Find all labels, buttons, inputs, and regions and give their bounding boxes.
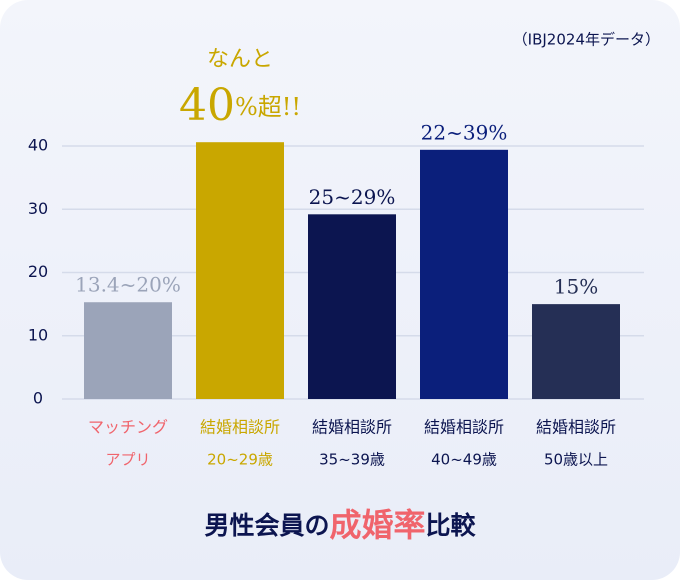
bar bbox=[420, 149, 508, 399]
y-tick-label: 40 bbox=[28, 136, 48, 155]
y-tick-label: 0 bbox=[33, 389, 43, 408]
y-tick-label: 20 bbox=[28, 262, 48, 281]
x-tick-label: アプリ bbox=[105, 451, 150, 469]
bar bbox=[308, 214, 396, 399]
x-tick-label: 結婚相談所 bbox=[424, 418, 504, 437]
annotation-number: 40 bbox=[179, 80, 235, 131]
x-tick-label: 結婚相談所 bbox=[200, 418, 280, 437]
x-tick-label: 40~49歳 bbox=[431, 451, 497, 469]
title-highlight: 成婚率 bbox=[329, 506, 425, 544]
x-tick-label: 50歳以上 bbox=[544, 451, 608, 469]
value-annotation: 22~39% bbox=[421, 120, 508, 144]
x-tick-label: 20~29歳 bbox=[207, 451, 273, 469]
subtitle: （IBJ2024年データ） bbox=[513, 31, 660, 49]
x-tick-label: 35~39歳 bbox=[319, 451, 385, 469]
value-annotation: 13.4~20% bbox=[75, 273, 181, 297]
title-part: 男性会員の bbox=[204, 511, 329, 540]
title-part: 比較 bbox=[426, 511, 477, 540]
bar bbox=[532, 304, 620, 399]
annotation-prefix: なんと bbox=[207, 47, 273, 72]
value-annotation: 15% bbox=[554, 275, 598, 299]
chart-title: 男性会員の成婚率比較 bbox=[204, 506, 476, 544]
x-tick-label: マッチング bbox=[88, 418, 168, 437]
value-annotation: 25~29% bbox=[309, 185, 396, 209]
value-annotation: 40%超!! bbox=[179, 80, 301, 131]
bar bbox=[84, 302, 172, 399]
bar bbox=[196, 142, 284, 399]
x-tick-label: 結婚相談所 bbox=[536, 418, 616, 437]
annotation-suffix: %超!! bbox=[235, 93, 301, 121]
x-tick-label: 結婚相談所 bbox=[312, 418, 392, 437]
y-tick-label: 30 bbox=[28, 199, 48, 218]
y-tick-label: 10 bbox=[28, 325, 48, 344]
